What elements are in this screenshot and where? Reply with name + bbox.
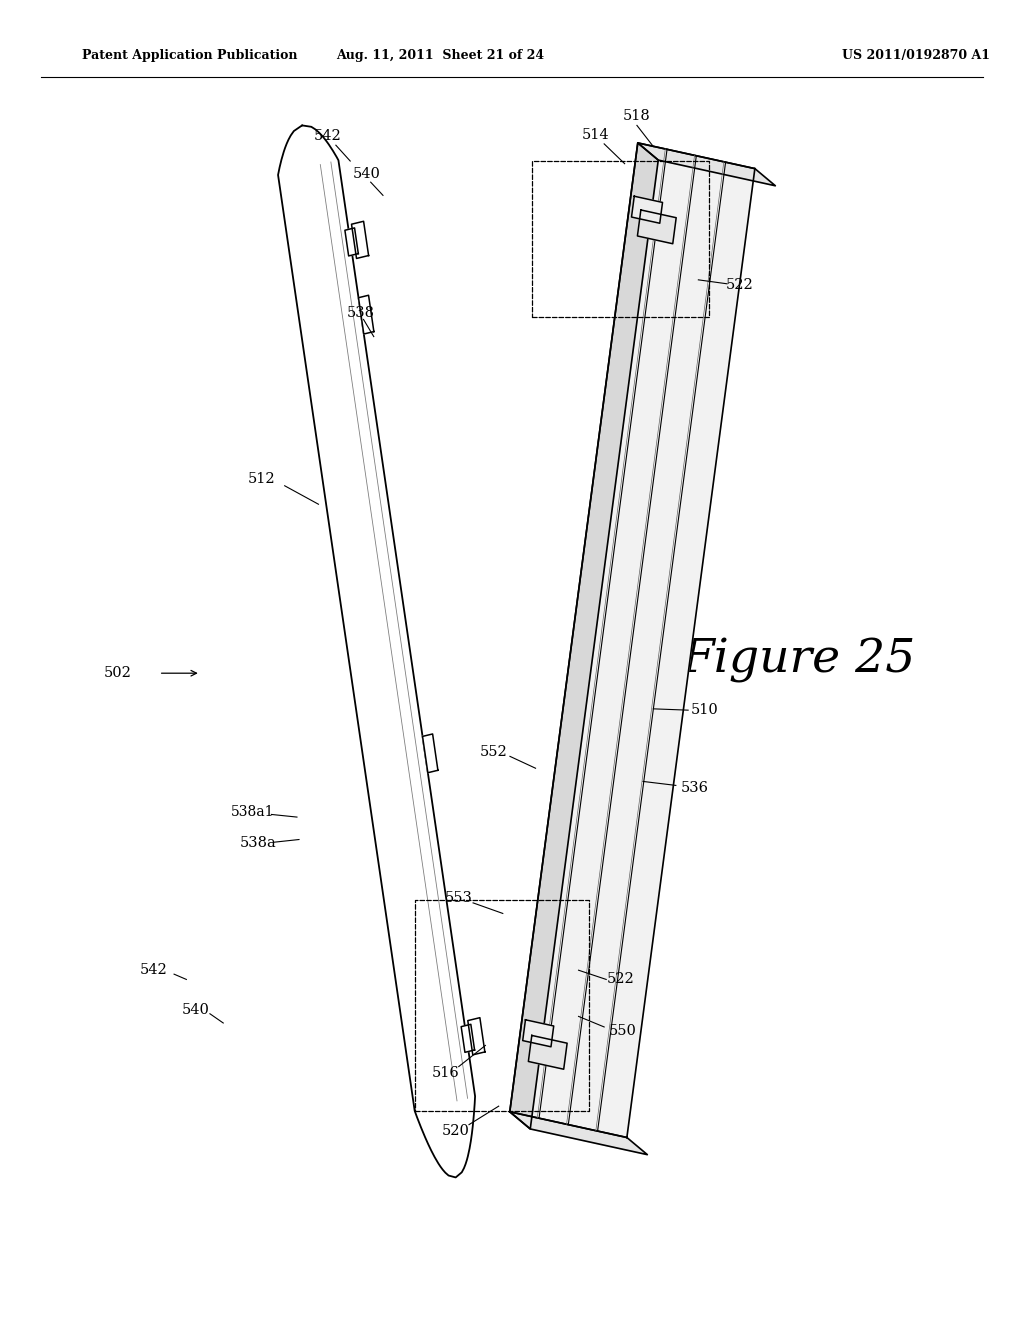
Text: 552: 552 (479, 746, 508, 759)
Polygon shape (510, 143, 755, 1138)
Text: US 2011/0192870 A1: US 2011/0192870 A1 (843, 49, 990, 62)
Text: Aug. 11, 2011  Sheet 21 of 24: Aug. 11, 2011 Sheet 21 of 24 (336, 49, 545, 62)
Text: 542: 542 (313, 129, 342, 143)
Text: 520: 520 (441, 1125, 470, 1138)
Polygon shape (279, 125, 475, 1177)
Polygon shape (510, 1111, 647, 1155)
Polygon shape (358, 296, 374, 334)
Text: 516: 516 (431, 1067, 460, 1080)
Text: 540: 540 (352, 168, 381, 181)
Text: 510: 510 (690, 704, 719, 717)
Text: 538a: 538a (240, 837, 276, 850)
Polygon shape (522, 1020, 554, 1047)
Text: 538a1: 538a1 (231, 805, 274, 818)
Polygon shape (637, 210, 676, 244)
Text: 512: 512 (248, 473, 274, 486)
Text: 502: 502 (103, 667, 132, 680)
Text: 514: 514 (583, 128, 609, 141)
Text: 553: 553 (444, 891, 473, 904)
Polygon shape (423, 734, 438, 772)
Text: Patent Application Publication: Patent Application Publication (82, 49, 297, 62)
Text: 522: 522 (725, 279, 754, 292)
Polygon shape (351, 222, 369, 259)
Polygon shape (528, 1035, 567, 1069)
Polygon shape (345, 228, 358, 256)
Text: 542: 542 (139, 964, 168, 977)
Text: 540: 540 (181, 1003, 210, 1016)
Text: Figure 25: Figure 25 (682, 638, 915, 682)
Text: 518: 518 (623, 110, 651, 123)
Text: 550: 550 (608, 1024, 637, 1038)
Text: 536: 536 (680, 781, 709, 795)
Polygon shape (510, 143, 658, 1129)
Text: 522: 522 (606, 973, 635, 986)
Polygon shape (468, 1018, 485, 1055)
Polygon shape (632, 197, 663, 223)
Polygon shape (638, 143, 775, 186)
Polygon shape (461, 1024, 474, 1052)
Text: 538: 538 (346, 306, 375, 319)
